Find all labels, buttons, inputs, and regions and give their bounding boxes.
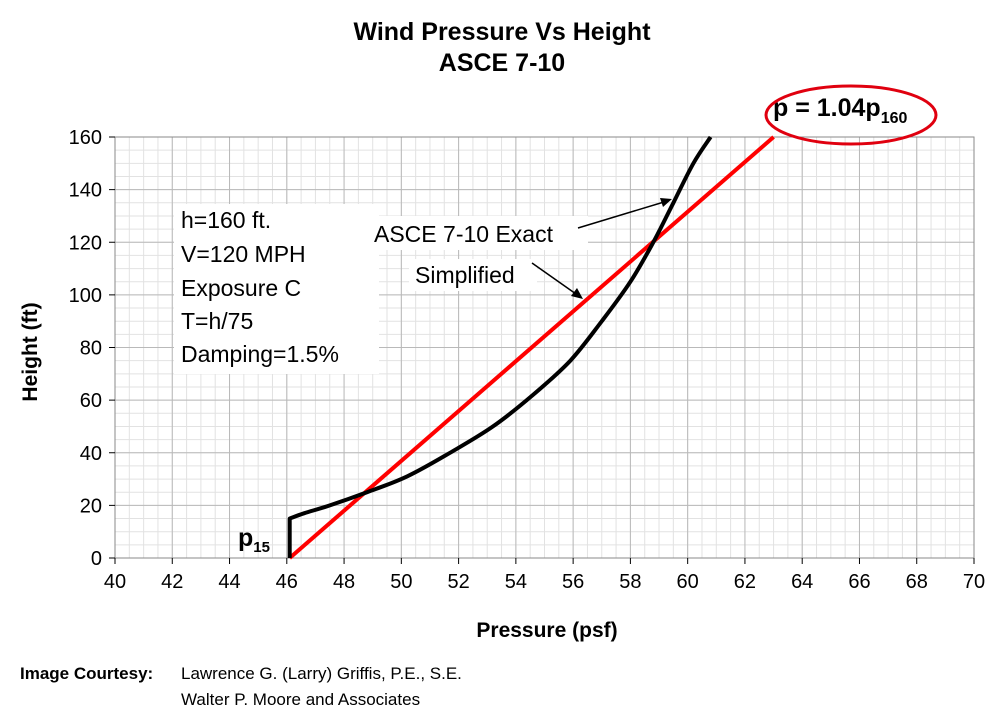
p15-label: p15: [238, 524, 270, 556]
credit-label: Image Courtesy:: [20, 664, 153, 683]
credit-line-1: Lawrence G. (Larry) Griffis, P.E., S.E.: [181, 664, 462, 683]
formula-highlight-ring: [764, 84, 938, 146]
x-tick-label: 54: [505, 571, 527, 593]
y-tick-label: 60: [80, 390, 102, 412]
exact-series-label: ASCE 7-10 Exact: [374, 221, 554, 247]
y-tick-label: 140: [69, 180, 102, 202]
info-line: h=160 ft.: [181, 207, 271, 233]
info-line: V=120 MPH: [181, 241, 306, 267]
x-tick-label: 48: [333, 571, 355, 593]
simplified-label-bg: [409, 259, 537, 291]
info-box: [174, 204, 379, 374]
info-line: Damping=1.5%: [181, 341, 339, 367]
y-axis-label: Height (ft): [19, 302, 42, 401]
y-tick-label: 20: [80, 495, 102, 517]
x-axis-label: Pressure (psf): [476, 619, 617, 642]
x-tick-label: 66: [848, 571, 870, 593]
x-tick-label: 52: [447, 571, 469, 593]
x-tick-label: 60: [677, 571, 699, 593]
exact-leader-arrow: [577, 198, 672, 229]
y-tick-label: 120: [69, 232, 102, 254]
x-tick-label: 56: [562, 571, 584, 593]
info-line: T=h/75: [181, 308, 253, 334]
series-line-simplified: [288, 135, 775, 560]
y-tick-label: 40: [80, 443, 102, 465]
simplified-series-label: Simplified: [415, 262, 515, 288]
info-line: Exposure C: [181, 275, 301, 301]
y-tick-label: 0: [91, 548, 102, 570]
chart-subtitle: ASCE 7-10: [439, 49, 565, 77]
x-axis: 40 42 44 46 48 50 52 54 56 58 60 62 64 66 68 70: [104, 558, 985, 593]
series-layer: [287, 135, 775, 560]
y-tick-label: 100: [69, 285, 102, 307]
x-tick-label: 62: [734, 571, 756, 593]
x-tick-label: 46: [276, 571, 298, 593]
credit-line-2: Walter P. Moore and Associates: [181, 690, 420, 709]
chart-title: Wind Pressure Vs Height: [353, 18, 651, 46]
x-tick-label: 44: [218, 571, 240, 593]
exact-label-bg: [368, 216, 588, 250]
x-tick-label: 50: [390, 571, 412, 593]
y-axis: 0 20 40 60 80 100 120 140 160: [69, 127, 115, 570]
y-tick-label: 80: [80, 338, 102, 360]
x-tick-label: 68: [906, 571, 928, 593]
simplified-leader-arrow: [531, 262, 583, 299]
x-tick-label: 42: [161, 571, 183, 593]
x-tick-label: 70: [963, 571, 985, 593]
x-tick-label: 40: [104, 571, 126, 593]
x-tick-label: 64: [791, 571, 813, 593]
x-tick-label: 58: [619, 571, 641, 593]
info-lines: h=160 ft. V=120 MPH Exposure C T=h/75 Da…: [181, 207, 339, 367]
y-tick-label: 160: [69, 127, 102, 149]
formula-label: p = 1.04p160: [773, 94, 908, 127]
